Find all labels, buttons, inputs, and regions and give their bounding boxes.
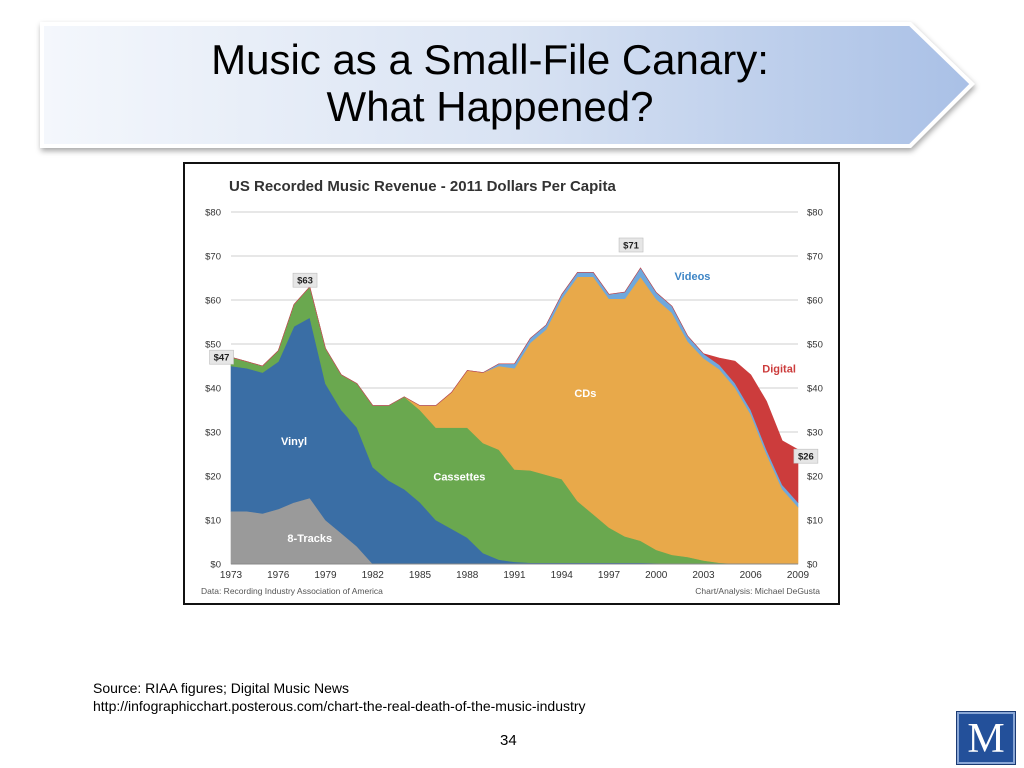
y-tick-label-right: $40 [807,384,823,395]
source-line: Source: RIAA figures; Digital Music News [93,680,349,696]
x-tick-label: 1991 [503,570,526,581]
y-tick-label-right: $60 [807,296,823,307]
series-label: Cassettes [433,471,485,483]
revenue-chart: US Recorded Music Revenue - 2011 Dollars… [201,178,823,596]
slide-title-line1: Music as a Small-File Canary: [211,36,769,83]
y-tick-label-right: $10 [807,516,823,527]
m-logo: M [957,712,1015,764]
y-tick-label-left: $80 [205,208,221,219]
y-tick-label-left: $50 [205,340,221,351]
series-label: Vinyl [281,436,307,448]
title-banner [40,22,975,148]
chart-frame: US Recorded Music Revenue - 2011 Dollars… [183,162,840,605]
value-callout: $71 [623,241,640,252]
logo-letter: M [967,716,1005,762]
data-source-footer: Data: Recording Industry Association of … [201,586,383,596]
x-tick-label: 1988 [456,570,479,581]
series-label: 8-Tracks [287,533,332,545]
value-callout-box [793,448,819,464]
series-area-digital [230,267,799,504]
x-tick-label: 1976 [267,570,290,581]
value-callout: $47 [214,353,230,364]
value-callout: $26 [798,452,814,463]
y-tick-label-left: $40 [205,384,221,395]
chart-title: US Recorded Music Revenue - 2011 Dollars… [229,178,616,195]
y-tick-label-right: $0 [807,560,818,571]
x-tick-label: 2003 [692,570,715,581]
chart-credit-footer: Chart/Analysis: Michael DeGusta [695,586,820,596]
x-tick-label: 2000 [645,570,668,581]
series-label: CDs [574,388,596,400]
x-tick-label: 1997 [598,570,621,581]
value-callout-box [618,237,644,253]
value-callout-box [209,349,234,365]
y-tick-label-right: $70 [807,252,823,263]
x-tick-label: 1994 [551,570,574,581]
x-tick-label: 2009 [787,570,810,581]
y-tick-label-left: $0 [210,560,221,571]
x-tick-label: 1979 [314,570,337,581]
value-callout-box [292,272,318,288]
y-tick-label-left: $70 [205,252,221,263]
y-tick-label-right: $50 [807,340,823,351]
y-tick-label-right: $80 [807,208,823,219]
x-tick-label: 2006 [740,570,763,581]
page-number: 34 [500,732,517,749]
value-callout: $63 [297,276,313,287]
y-tick-label-right: $20 [807,472,823,483]
x-tick-label: 1985 [409,570,432,581]
y-tick-label-left: $10 [205,516,221,527]
y-tick-label-left: $30 [205,428,221,439]
x-tick-label: 1973 [220,570,243,581]
slide-title-line2: What Happened? [326,83,654,130]
source-note: Source: RIAA figures; Digital Music News… [93,679,586,715]
source-url: http://infographicchart.posterous.com/ch… [93,698,586,714]
series-label: Videos [675,271,711,283]
x-tick-label: 1982 [362,570,385,581]
series-label: Digital [762,364,796,376]
y-tick-label-left: $20 [205,472,221,483]
y-tick-label-left: $60 [205,296,221,307]
y-tick-label-right: $30 [807,428,823,439]
slide-title: Music as a Small-File Canary: What Happe… [60,36,920,130]
